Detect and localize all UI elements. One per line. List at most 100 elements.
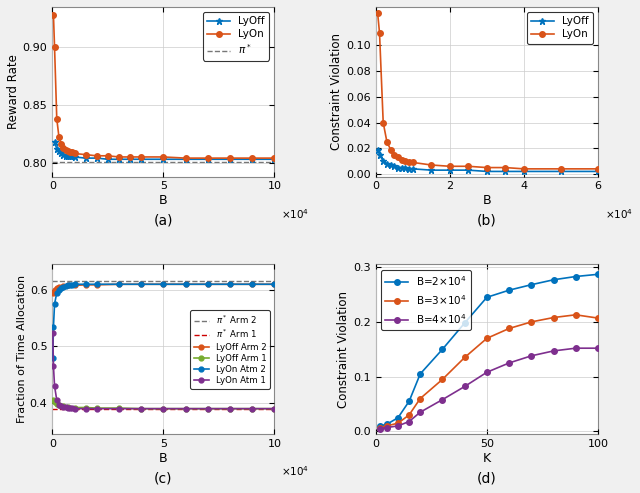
LyOn — [204, 155, 212, 161]
LyOn — [409, 159, 417, 165]
LyOff Arm 2 — [50, 290, 58, 296]
LyOff — [60, 152, 67, 158]
Line: LyOff Arm 1: LyOff Arm 1 — [51, 397, 277, 411]
LyOff — [62, 153, 70, 159]
LyOff — [226, 156, 234, 162]
B=4$\times$10$^4$ — [405, 419, 413, 424]
LyOff Arm 1 — [226, 406, 234, 412]
LyOn — [51, 44, 58, 50]
LyOff Arm 2 — [82, 282, 90, 288]
$\pi^*$ Arm 2 — [49, 279, 56, 284]
LyOff — [405, 166, 413, 172]
LyOff — [53, 146, 61, 152]
LyOn Atm 2 — [93, 282, 100, 287]
LyOn Atm 2 — [58, 285, 65, 291]
LyOn Atm 2 — [49, 355, 56, 361]
B=3$\times$10$^4$ — [376, 424, 384, 430]
LyOn — [60, 145, 67, 151]
Text: $\times10^4$: $\times10^4$ — [605, 207, 633, 221]
Line: LyOn: LyOn — [375, 10, 601, 172]
Line: B=4$\times$10$^4$: B=4$\times$10$^4$ — [378, 346, 601, 431]
LyOn Atm 1 — [67, 405, 74, 411]
LyOn Atm 1 — [68, 405, 76, 411]
B=4$\times$10$^4$ — [505, 360, 513, 366]
LyOff — [55, 148, 63, 154]
LyOff Arm 2 — [204, 282, 212, 287]
LyOff — [93, 155, 100, 161]
Text: (a): (a) — [154, 214, 173, 228]
B=3$\times$10$^4$ — [594, 315, 602, 321]
LyOff — [401, 165, 409, 171]
B=4$\times$10$^4$ — [376, 425, 384, 431]
LyOn Atm 1 — [49, 330, 56, 336]
LyOff — [271, 156, 278, 162]
LyOn — [104, 153, 112, 159]
LyOff Arm 1 — [138, 406, 145, 412]
B=4$\times$10$^4$ — [383, 424, 391, 430]
LyOff — [376, 152, 383, 158]
Legend: B=2$\times$10$^4$, B=3$\times$10$^4$, B=4$\times$10$^4$: B=2$\times$10$^4$, B=3$\times$10$^4$, B=… — [381, 270, 471, 330]
Line: B=2$\times$10$^4$: B=2$\times$10$^4$ — [378, 272, 601, 429]
LyOff — [374, 146, 381, 152]
LyOff — [446, 167, 454, 173]
LyOff — [248, 156, 256, 162]
X-axis label: K: K — [483, 452, 491, 465]
LyOn — [394, 154, 402, 160]
B=4$\times$10$^4$ — [572, 345, 580, 351]
Legend: LyOff, LyOn: LyOff, LyOn — [527, 12, 593, 43]
LyOn Atm 1 — [226, 406, 234, 412]
$\pi^*$ — [49, 159, 56, 165]
LyOn — [58, 141, 65, 147]
B=3$\times$10$^4$ — [383, 423, 391, 429]
LyOn — [115, 154, 123, 160]
LyOn — [380, 120, 387, 126]
X-axis label: B: B — [159, 452, 168, 465]
Legend: LyOff, LyOn, $\pi^*$: LyOff, LyOn, $\pi^*$ — [203, 12, 269, 61]
B=4$\times$10$^4$ — [483, 369, 491, 375]
B=4$\times$10$^4$ — [394, 423, 402, 429]
LyOff Arm 2 — [226, 282, 234, 287]
Text: $\times10^4$: $\times10^4$ — [282, 207, 310, 221]
Legend: $\pi^*$ Arm 2, $\pi^*$ Arm 1, LyOff Arm 2, LyOff Arm 1, LyOn Atm 2, LyOn Atm 1: $\pi^*$ Arm 2, $\pi^*$ Arm 1, LyOff Arm … — [190, 310, 270, 388]
LyOff — [104, 156, 112, 162]
LyOn Atm 1 — [51, 383, 58, 389]
LyOff Arm 1 — [115, 405, 123, 411]
LyOn — [405, 159, 413, 165]
LyOn Atm 2 — [138, 282, 145, 287]
LyOff — [126, 156, 134, 162]
LyOn Atm 2 — [82, 282, 90, 287]
B=4$\times$10$^4$ — [594, 345, 602, 351]
LyOn — [398, 157, 406, 163]
LyOff Arm 2 — [51, 287, 58, 293]
B=2$\times$10$^4$ — [572, 274, 580, 280]
LyOn — [520, 166, 528, 172]
LyOff Arm 2 — [138, 282, 145, 287]
LyOff — [594, 169, 602, 175]
LyOff Arm 1 — [64, 404, 72, 410]
LyOff Arm 1 — [55, 402, 63, 408]
LyOn Atm 1 — [82, 406, 90, 412]
LyOff Arm 1 — [271, 406, 278, 412]
LyOff Arm 2 — [70, 282, 78, 288]
Line: LyOff Arm 2: LyOff Arm 2 — [51, 282, 277, 295]
LyOn Atm 1 — [53, 397, 61, 403]
LyOn — [226, 155, 234, 161]
LyOff Arm 2 — [182, 282, 189, 287]
B=2$\times$10$^4$ — [376, 423, 384, 429]
Line: LyOn Atm 2: LyOn Atm 2 — [51, 282, 277, 360]
LyOn — [271, 155, 278, 161]
LyOff — [502, 169, 509, 175]
LyOn Atm 1 — [60, 404, 67, 410]
B=3$\times$10$^4$ — [438, 377, 446, 383]
LyOff — [428, 167, 435, 173]
LyOn Atm 2 — [226, 282, 234, 287]
LyOn Atm 2 — [55, 287, 63, 293]
B=2$\times$10$^4$ — [505, 287, 513, 293]
B=3$\times$10$^4$ — [550, 315, 557, 320]
LyOff Arm 1 — [53, 401, 61, 407]
B=2$\times$10$^4$ — [483, 294, 491, 300]
LyOn — [138, 154, 145, 160]
B=2$\times$10$^4$ — [405, 398, 413, 404]
LyOff Arm 2 — [64, 282, 72, 288]
LyOn — [93, 153, 100, 159]
